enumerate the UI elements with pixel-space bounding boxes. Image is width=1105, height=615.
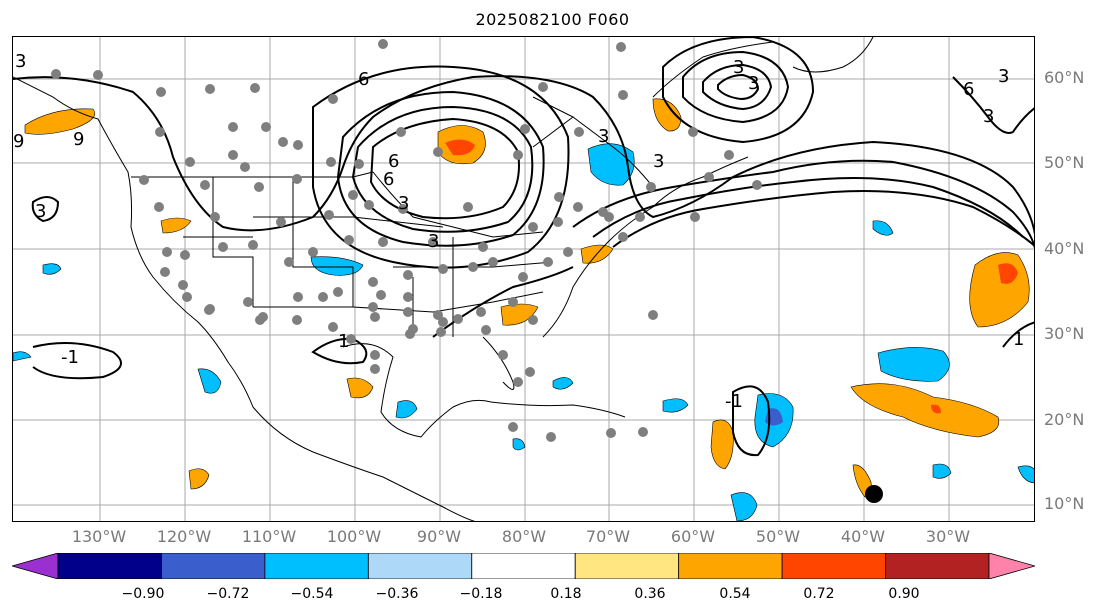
contour-label: 3 xyxy=(35,201,46,222)
colorbar-extend-high xyxy=(988,553,1035,579)
lon-label: 130°W xyxy=(71,527,127,546)
colorbar-tick: 0.72 xyxy=(803,586,835,602)
colorbar-tick: 0.36 xyxy=(634,586,666,602)
contour-label: 3 xyxy=(653,151,664,172)
contour-label: 1 xyxy=(1013,329,1024,350)
colorbar-segment xyxy=(264,553,369,579)
colorbar-tick: 0.90 xyxy=(888,586,920,602)
contour-label: 3 xyxy=(398,193,409,214)
lat-label: 50°N xyxy=(1044,153,1085,172)
lon-label: 40°W xyxy=(840,527,886,546)
lat-label: 40°N xyxy=(1044,239,1085,258)
contour-label: 3 xyxy=(15,51,26,72)
contour-label: 3 xyxy=(598,126,609,147)
colorbar-extend-low xyxy=(12,553,59,579)
map-canvas: 3 3 9 6 6 3 3 3 3 6 3 3 3 -1 1 -1 1 6 9 … xyxy=(13,37,1034,521)
contour-label: 3 xyxy=(428,231,439,252)
contour-label: 9 xyxy=(73,129,84,150)
contour-label: 6 xyxy=(963,79,974,100)
contour-label: 3 xyxy=(998,66,1009,87)
lon-label: 50°W xyxy=(755,527,801,546)
lat-label: 60°N xyxy=(1044,68,1085,87)
lon-label: 30°W xyxy=(925,527,971,546)
contour-label: 3 xyxy=(983,106,994,127)
colorbar-segment xyxy=(678,553,783,579)
colorbar-segment xyxy=(781,553,886,579)
lon-label: 80°W xyxy=(501,527,547,546)
colorbar-segment xyxy=(367,553,473,579)
lon-label: 100°W xyxy=(326,527,382,546)
colorbar-tick: 0.18 xyxy=(550,586,582,602)
station-markers xyxy=(51,39,762,442)
colorbar-tick: −0.72 xyxy=(206,586,250,602)
lon-label: 110°W xyxy=(241,527,297,546)
contour-label-group: 3 3 9 6 6 3 3 3 3 6 3 3 3 -1 1 -1 1 6 9 … xyxy=(13,51,1024,412)
lat-label: 10°N xyxy=(1044,494,1085,513)
anomaly-shading xyxy=(13,98,1034,521)
contour-label: 3 xyxy=(748,73,759,94)
colorbar-tick: −0.90 xyxy=(121,586,165,602)
colorbar-segment xyxy=(885,553,990,579)
lon-label: 120°W xyxy=(156,527,212,546)
lon-label: 70°W xyxy=(585,527,631,546)
contour-label: -1 xyxy=(61,347,79,368)
contour-label: 3 xyxy=(733,57,744,78)
contour-label: -1 xyxy=(725,391,743,412)
map-title: 2025082100 F060 xyxy=(475,10,630,29)
lon-label: 60°W xyxy=(670,527,716,546)
colorbar-segment xyxy=(471,553,576,579)
colorbar xyxy=(12,553,1035,579)
map-panel: 3 3 9 6 6 3 3 3 3 6 3 3 3 -1 1 -1 1 6 9 … xyxy=(12,36,1035,522)
colorbar-tick: 0.54 xyxy=(719,586,751,602)
colorbar-segment xyxy=(161,553,266,579)
lat-label: 20°N xyxy=(1044,410,1085,429)
contour-label: 1 xyxy=(338,331,349,352)
contour-label: 6 xyxy=(388,151,399,172)
lat-label: 30°N xyxy=(1044,324,1085,343)
contour-label: 6 xyxy=(383,169,394,190)
storm-center-marker xyxy=(865,485,883,503)
contour-label: 9 xyxy=(13,131,24,152)
lon-label: 90°W xyxy=(416,527,462,546)
contour-label: 6 xyxy=(358,69,369,90)
colorbar-tick: −0.54 xyxy=(290,586,334,602)
colorbar-segment xyxy=(57,553,162,579)
colorbar-segment xyxy=(574,553,680,579)
colorbar-tick: −0.36 xyxy=(375,586,419,602)
colorbar-tick: −0.18 xyxy=(459,586,503,602)
